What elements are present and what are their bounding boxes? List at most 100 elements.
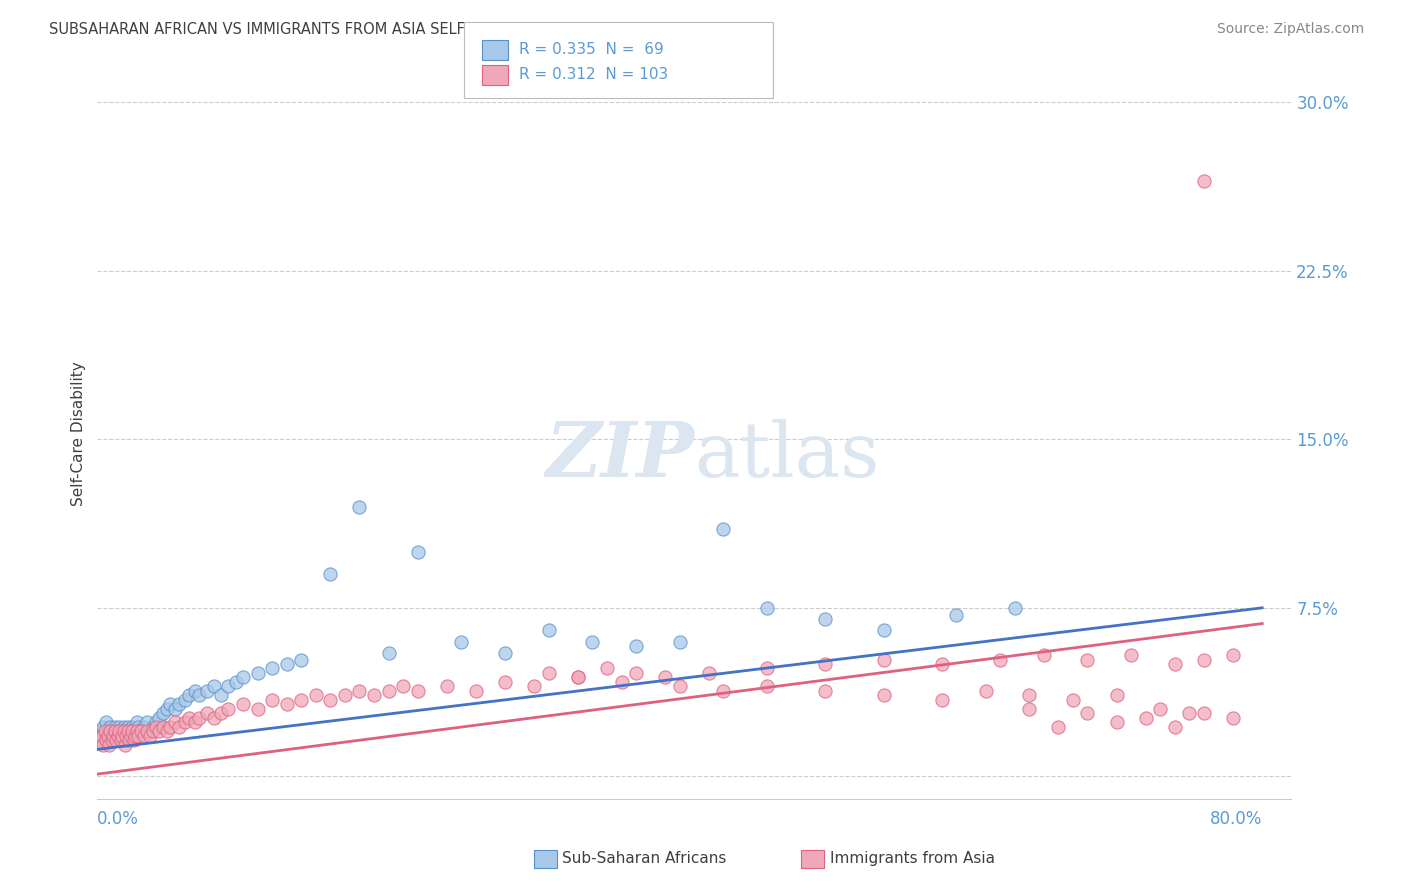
Point [290, 693, 312, 707]
Point [450, 634, 472, 648]
Point [114, 738, 136, 752]
Point [156, 724, 179, 739]
Point [91, 720, 114, 734]
Point [132, 720, 155, 734]
Point [232, 671, 254, 685]
Point [101, 733, 124, 747]
Point [135, 724, 157, 739]
Point [103, 724, 125, 739]
Point [872, 689, 894, 703]
Point [132, 729, 155, 743]
Point [537, 665, 560, 680]
Point [349, 684, 371, 698]
Point [1192, 652, 1215, 666]
Point [654, 671, 676, 685]
Point [290, 652, 312, 666]
Point [104, 720, 127, 734]
Point [100, 724, 122, 739]
Point [152, 706, 174, 721]
Point [202, 711, 225, 725]
Point [697, 665, 720, 680]
Point [1047, 720, 1070, 734]
Point [377, 646, 399, 660]
Point [756, 680, 779, 694]
Point [1149, 702, 1171, 716]
Point [217, 680, 239, 694]
Point [1121, 648, 1143, 662]
Text: Source: ZipAtlas.com: Source: ZipAtlas.com [1216, 22, 1364, 37]
Point [1105, 715, 1128, 730]
Point [107, 729, 129, 743]
Point [1018, 702, 1040, 716]
Point [156, 702, 179, 716]
Point [135, 715, 157, 730]
Point [209, 689, 232, 703]
Point [1164, 657, 1187, 671]
Text: ZIP: ZIP [546, 418, 695, 492]
Point [349, 500, 371, 514]
Point [1004, 600, 1026, 615]
Point [1105, 689, 1128, 703]
Point [152, 720, 174, 734]
Point [232, 698, 254, 712]
Point [167, 720, 190, 734]
Point [90, 729, 112, 743]
Point [1032, 648, 1054, 662]
Point [436, 680, 458, 694]
Text: R = 0.335  N =  69: R = 0.335 N = 69 [519, 43, 664, 57]
Point [145, 720, 167, 734]
Point [581, 634, 603, 648]
Point [814, 684, 837, 698]
Point [1076, 706, 1098, 721]
Point [246, 702, 269, 716]
Point [94, 715, 117, 730]
Point [122, 733, 145, 747]
Point [105, 733, 128, 747]
Point [103, 729, 125, 743]
Point [115, 729, 138, 743]
Point [1222, 711, 1244, 725]
Point [209, 706, 232, 721]
Point [173, 715, 195, 730]
Point [129, 724, 152, 739]
Point [1178, 706, 1201, 721]
Point [624, 665, 647, 680]
Point [1076, 652, 1098, 666]
Point [872, 652, 894, 666]
Text: R = 0.312  N = 103: R = 0.312 N = 103 [519, 68, 668, 82]
Point [118, 733, 141, 747]
Point [377, 684, 399, 698]
Point [112, 720, 135, 734]
Point [110, 724, 132, 739]
Point [494, 675, 516, 690]
Point [262, 661, 284, 675]
Point [90, 729, 112, 743]
Point [89, 733, 111, 747]
Point [111, 729, 134, 743]
Point [465, 684, 488, 698]
Point [125, 715, 148, 730]
Point [262, 693, 284, 707]
Point [567, 671, 589, 685]
Point [167, 698, 190, 712]
Point [163, 702, 186, 716]
Point [148, 711, 170, 725]
Point [713, 522, 735, 536]
Point [145, 715, 167, 730]
Point [173, 693, 195, 707]
Point [814, 612, 837, 626]
Point [115, 724, 138, 739]
Point [148, 724, 170, 739]
Point [713, 684, 735, 698]
Point [184, 684, 207, 698]
Point [177, 689, 200, 703]
Point [319, 567, 342, 582]
Point [159, 720, 181, 734]
Point [392, 680, 415, 694]
Point [1192, 706, 1215, 721]
Point [108, 720, 131, 734]
Point [523, 680, 546, 694]
Text: atlas: atlas [695, 418, 880, 492]
Point [225, 675, 247, 690]
Point [872, 624, 894, 638]
